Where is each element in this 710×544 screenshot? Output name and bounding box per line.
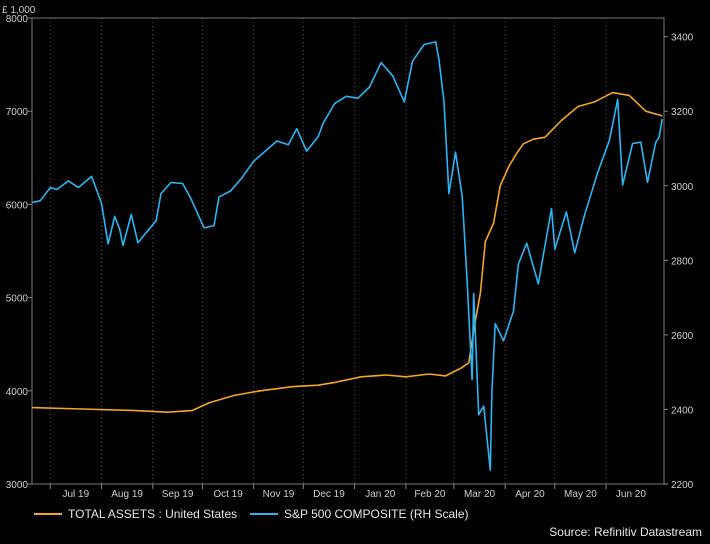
right-tick-label: 2200	[671, 480, 694, 491]
source-label: Source: Refinitiv Datastream	[549, 525, 702, 539]
right-tick-label: 3000	[671, 182, 694, 193]
right-tick-label: 2600	[671, 331, 694, 342]
x-tick-label: Dec 19	[313, 489, 345, 500]
x-tick-label: Apr 20	[515, 489, 545, 500]
left-axis-units-label: £ 1,000	[2, 5, 36, 16]
x-axis-ticks: Jul 19 Aug 19 Sep 19 Oct 19 Nov 19 Dec 19 Jan …	[49, 484, 646, 500]
x-tick-label: Jan 20	[365, 489, 395, 500]
x-tick-label: Jun 20	[616, 489, 646, 500]
left-tick-label: 4000	[6, 387, 29, 398]
x-tick-label: May 20	[564, 489, 597, 500]
legend: TOTAL ASSETS : United States S&P 500 COM…	[34, 507, 469, 521]
series-line-sp500	[31, 41, 664, 472]
x-tick-label: Jul 19	[62, 489, 89, 500]
right-tick-label: 2800	[671, 256, 694, 267]
right-axis-ticks: 2200 2400 2600 2800 3000 3200 3400	[664, 33, 694, 491]
x-tick-label: Aug 19	[111, 489, 143, 500]
right-tick-label: 2400	[671, 405, 694, 416]
left-axis-ticks: 3000 4000 5000 6000 7000 8000	[6, 14, 32, 491]
plot-area	[31, 17, 665, 485]
right-tick-label: 3400	[671, 33, 694, 44]
left-tick-label: 5000	[6, 294, 29, 305]
x-tick-label: Nov 19	[263, 489, 295, 500]
legend-label-sp500: S&P 500 COMPOSITE (RH Scale)	[284, 507, 469, 521]
x-tick-label: Sep 19	[162, 489, 194, 500]
series-lines	[31, 41, 664, 472]
left-tick-label: 8000	[6, 14, 29, 25]
x-tick-label: Feb 20	[414, 489, 446, 500]
x-tick-label: Mar 20	[464, 489, 496, 500]
left-tick-label: 7000	[6, 107, 29, 118]
series-line-total-assets	[31, 91, 663, 414]
left-tick-label: 6000	[6, 200, 29, 211]
legend-label-total-assets: TOTAL ASSETS : United States	[68, 507, 237, 521]
left-tick-label: 3000	[6, 480, 29, 491]
right-tick-label: 3200	[671, 107, 694, 118]
x-tick-label: Oct 19	[213, 489, 243, 500]
